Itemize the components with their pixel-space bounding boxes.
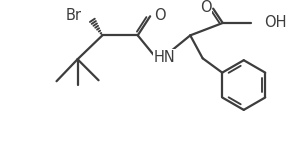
Text: HN: HN — [154, 50, 176, 65]
Text: OH: OH — [264, 15, 286, 30]
Text: O: O — [200, 0, 211, 15]
Text: O: O — [154, 8, 166, 23]
Text: Br: Br — [65, 8, 81, 23]
